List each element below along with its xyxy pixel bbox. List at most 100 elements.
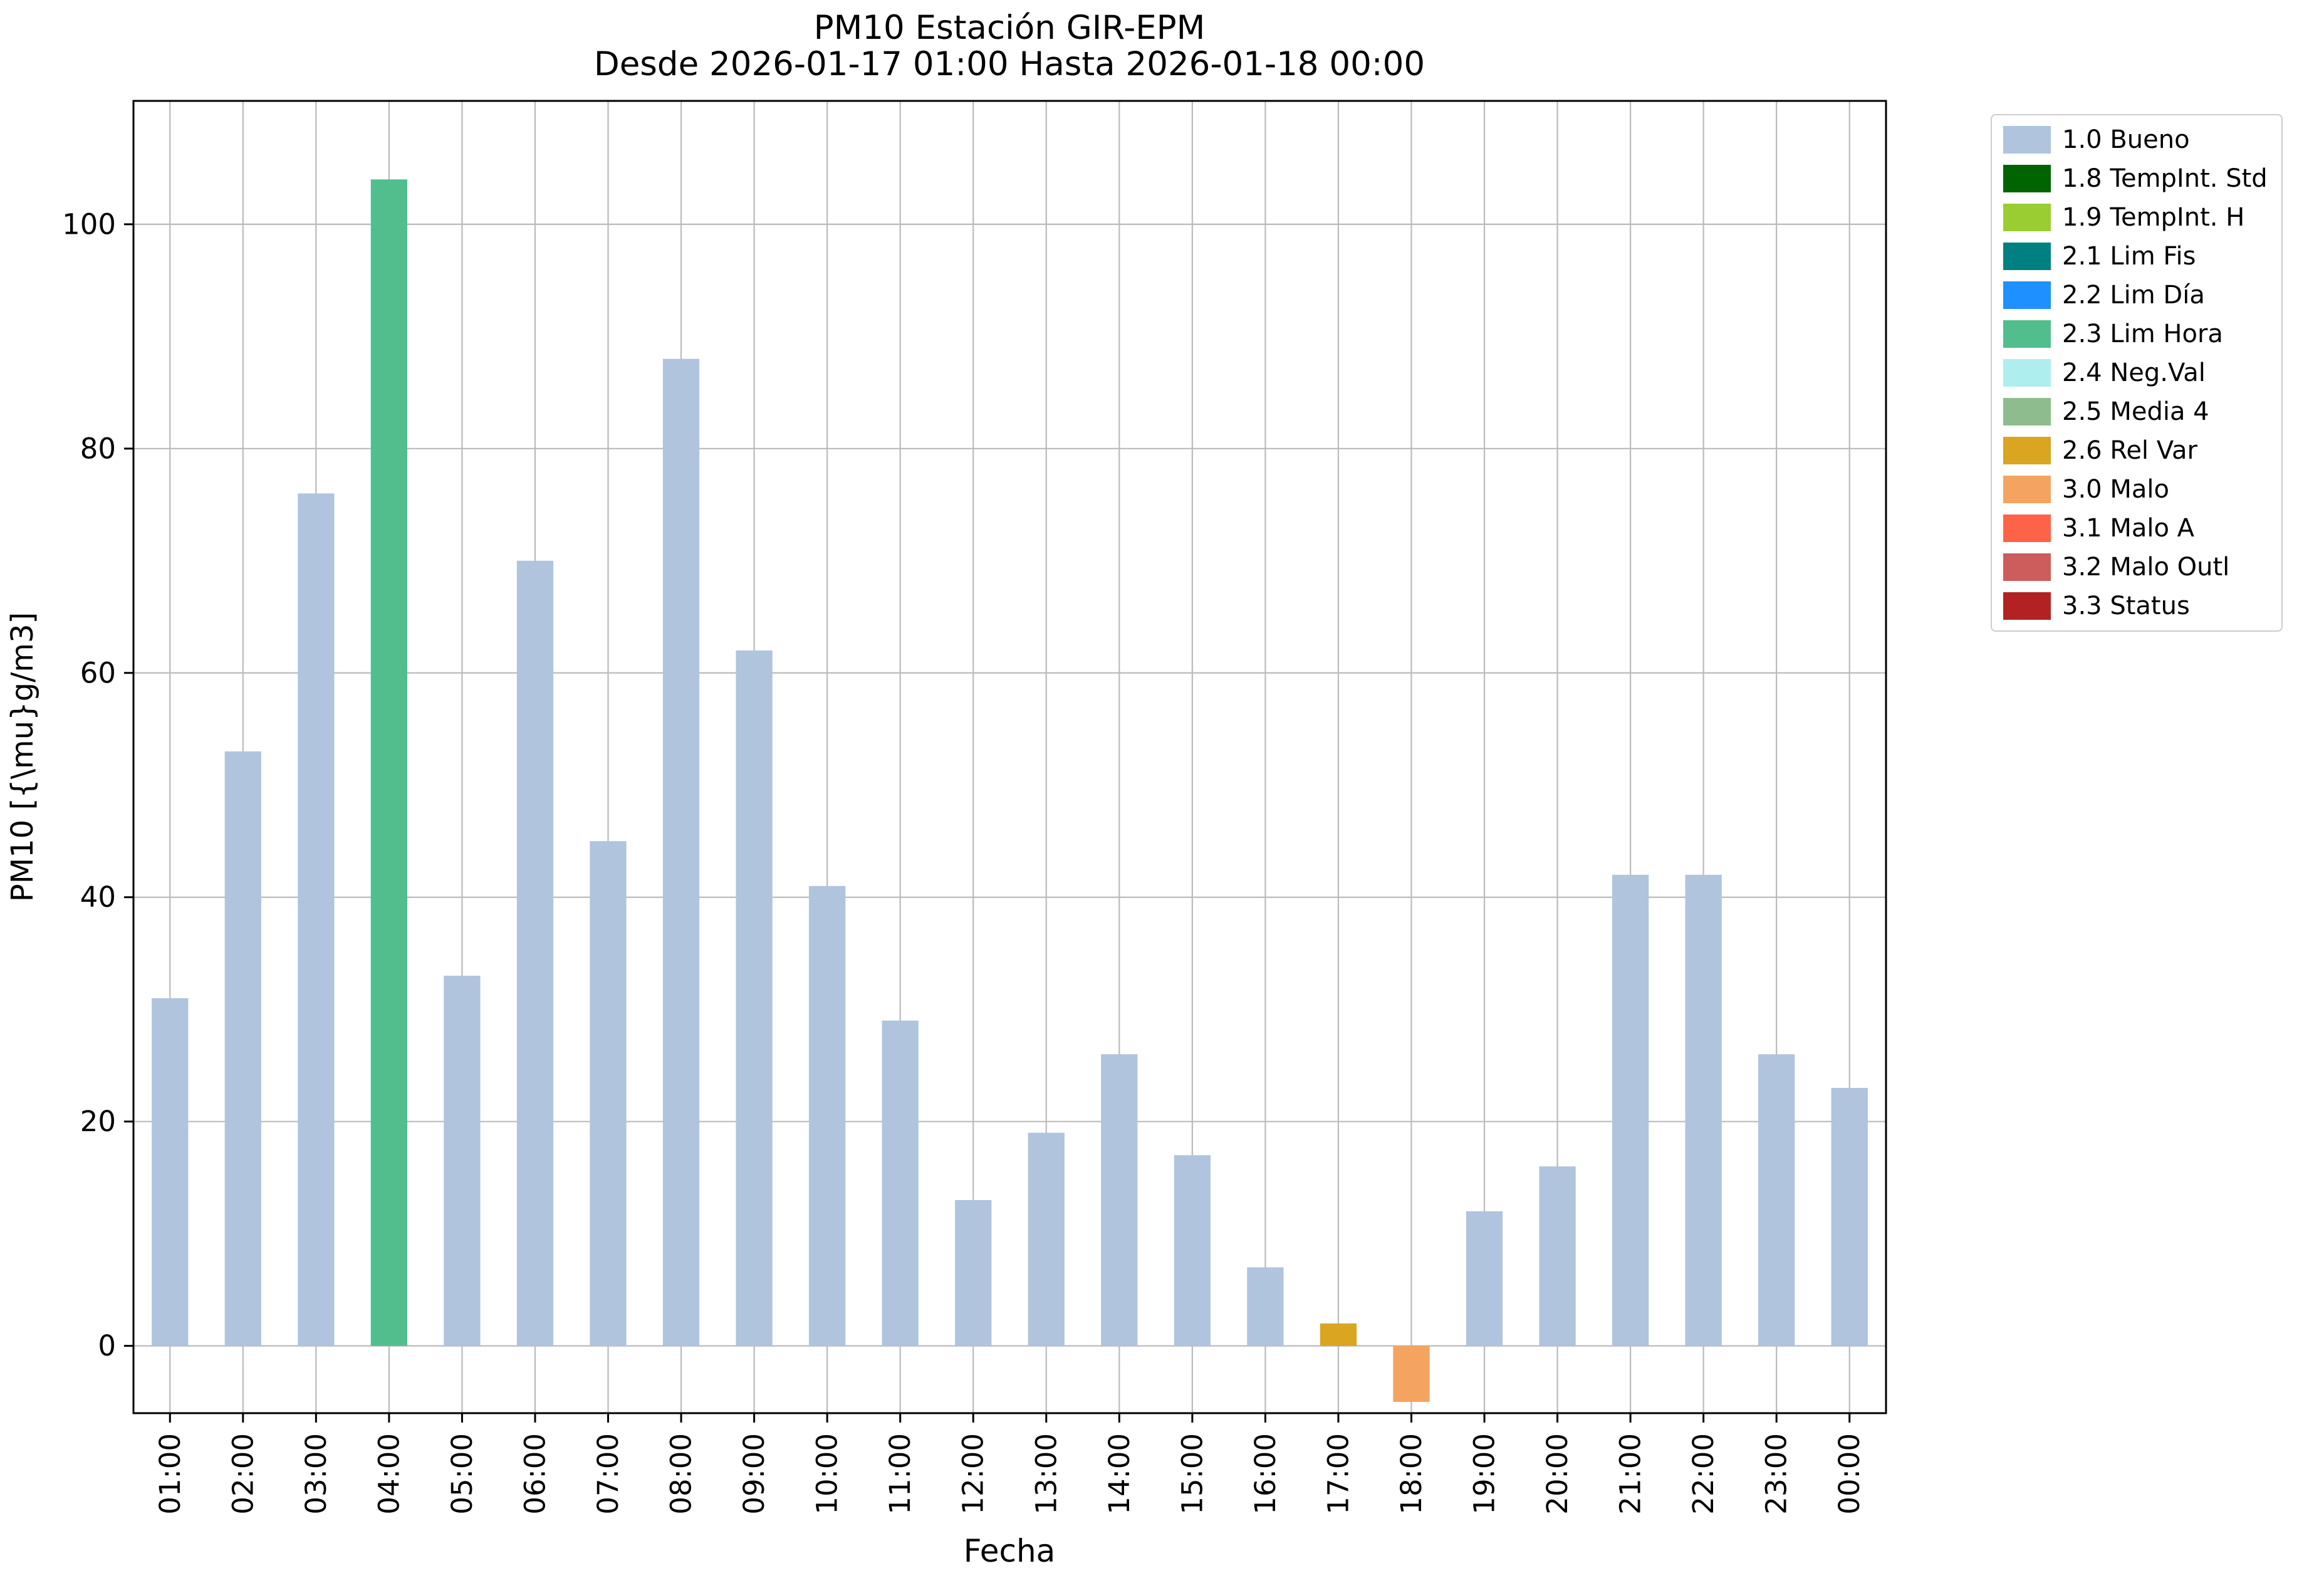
legend-item: 2.6 Rel Var	[2003, 436, 2268, 465]
bar-13:00	[1028, 1132, 1065, 1346]
x-tick-label: 16:00	[1249, 1433, 1282, 1515]
legend-swatch	[2003, 359, 2051, 387]
bar-03:00	[298, 493, 335, 1346]
bar-18:00	[1393, 1345, 1430, 1403]
legend-swatch	[2003, 243, 2051, 270]
bar-06:00	[516, 560, 554, 1346]
x-tick-label: 11:00	[883, 1433, 917, 1515]
x-tick-label: 23:00	[1760, 1433, 1793, 1515]
x-tick-label: 03:00	[300, 1433, 333, 1515]
legend-swatch	[2003, 515, 2051, 542]
x-tick-label: 22:00	[1687, 1433, 1720, 1515]
bar-11:00	[882, 1020, 919, 1346]
bar-01:00	[152, 998, 189, 1346]
bar-22:00	[1685, 874, 1722, 1346]
x-tick-label: 12:00	[957, 1433, 990, 1515]
legend-item: 3.3 Status	[2003, 592, 2268, 620]
bars-layer	[152, 179, 1868, 1403]
chart-title: PM10 Estación GIR-EPM	[814, 9, 1206, 47]
y-tick-label: 40	[80, 880, 116, 914]
bar-09:00	[736, 650, 773, 1346]
legend-label: 1.0 Bueno	[2062, 125, 2190, 154]
x-tick-label: 17:00	[1321, 1433, 1355, 1515]
legend-label: 1.9 TempInt. H	[2062, 203, 2245, 232]
bar-20:00	[1539, 1166, 1576, 1346]
legend: 1.0 Bueno 1.8 TempInt. Std 1.9 TempInt. H 2…	[1991, 114, 2283, 632]
bar-17:00	[1320, 1323, 1357, 1346]
legend-item: 3.0 Malo	[2003, 475, 2268, 504]
chart-subtitle: Desde 2026-01-17 01:00 Hasta 2026-01-18 …	[594, 45, 1425, 83]
x-tick-label: 08:00	[665, 1433, 698, 1515]
legend-swatch	[2003, 165, 2051, 192]
bar-04:00	[370, 179, 408, 1346]
x-tick-label: 04:00	[372, 1433, 405, 1515]
bar-08:00	[662, 358, 700, 1346]
legend-swatch	[2003, 281, 2051, 309]
y-tick-label: 80	[80, 432, 116, 465]
legend-label: 2.3 Lim Hora	[2062, 320, 2223, 348]
x-tick-label: 20:00	[1541, 1433, 1574, 1515]
legend-swatch	[2003, 592, 2051, 620]
plot-border	[132, 100, 1887, 1414]
bar-02:00	[224, 751, 261, 1346]
legend-swatch	[2003, 320, 2051, 348]
y-axis-label: PM10 [{\mu}g/m3]	[5, 612, 40, 902]
bar-05:00	[444, 976, 481, 1346]
legend-swatch	[2003, 437, 2051, 464]
x-axis-label: Fecha	[964, 1533, 1056, 1569]
x-tick-label: 02:00	[226, 1433, 259, 1515]
x-tick-label: 07:00	[591, 1433, 625, 1515]
legend-item: 2.2 Lim Día	[2003, 281, 2268, 310]
legend-item: 3.1 Malo A	[2003, 514, 2268, 543]
y-tick-label: 0	[98, 1329, 116, 1362]
legend-item: 2.5 Media 4	[2003, 397, 2268, 426]
bar-15:00	[1174, 1155, 1211, 1346]
legend-label: 3.2 Malo Outl	[2062, 553, 2230, 582]
y-tick-label: 100	[62, 207, 116, 241]
bar-07:00	[590, 841, 627, 1346]
x-tick-label: 06:00	[518, 1433, 551, 1515]
y-tick-label: 20	[80, 1105, 116, 1138]
bar-12:00	[955, 1199, 992, 1346]
x-tick-label: 19:00	[1468, 1433, 1501, 1515]
legend-label: 3.1 Malo A	[2062, 514, 2195, 543]
ticks-layer: 0 20 40 60 80 100 01:00 02:00 03:00 04:00 05:00 06:…	[62, 207, 1866, 1514]
legend-label: 3.3 Status	[2062, 592, 2190, 620]
legend-swatch	[2003, 398, 2051, 426]
legend-label: 2.2 Lim Día	[2062, 281, 2205, 310]
bar-00:00	[1831, 1087, 1868, 1346]
legend-label: 2.5 Media 4	[2062, 397, 2209, 426]
x-tick-label: 09:00	[737, 1433, 771, 1515]
x-tick-label: 05:00	[446, 1433, 479, 1515]
x-tick-label: 01:00	[154, 1433, 187, 1515]
axes-layer	[132, 100, 1887, 1414]
legend-item: 2.1 Lim Fis	[2003, 242, 2268, 271]
x-tick-label: 13:00	[1029, 1433, 1063, 1515]
legend-label: 1.8 TempInt. Std	[2062, 164, 2268, 193]
bar-14:00	[1101, 1054, 1138, 1346]
x-tick-label: 15:00	[1175, 1433, 1209, 1515]
bar-23:00	[1758, 1054, 1795, 1346]
legend-item: 1.9 TempInt. H	[2003, 203, 2268, 232]
legend-label: 3.0 Malo	[2062, 475, 2169, 504]
legend-swatch	[2003, 476, 2051, 503]
x-tick-label: 14:00	[1103, 1433, 1136, 1515]
bar-16:00	[1247, 1267, 1284, 1346]
legend-item: 2.3 Lim Hora	[2003, 320, 2268, 348]
legend-item: 2.4 Neg.Val	[2003, 358, 2268, 387]
legend-label: 2.6 Rel Var	[2062, 436, 2197, 465]
legend-item: 3.2 Malo Outl	[2003, 553, 2268, 582]
x-tick-label: 10:00	[811, 1433, 844, 1515]
legend-swatch	[2003, 553, 2051, 581]
bar-10:00	[809, 885, 846, 1346]
legend-swatch	[2003, 204, 2051, 231]
legend-swatch	[2003, 126, 2051, 154]
y-tick-label: 60	[80, 656, 116, 689]
bar-19:00	[1466, 1211, 1503, 1346]
legend-item: 1.8 TempInt. Std	[2003, 164, 2268, 193]
x-tick-label: 21:00	[1614, 1433, 1647, 1515]
x-tick-label: 18:00	[1395, 1433, 1428, 1515]
x-tick-label: 00:00	[1833, 1433, 1866, 1515]
